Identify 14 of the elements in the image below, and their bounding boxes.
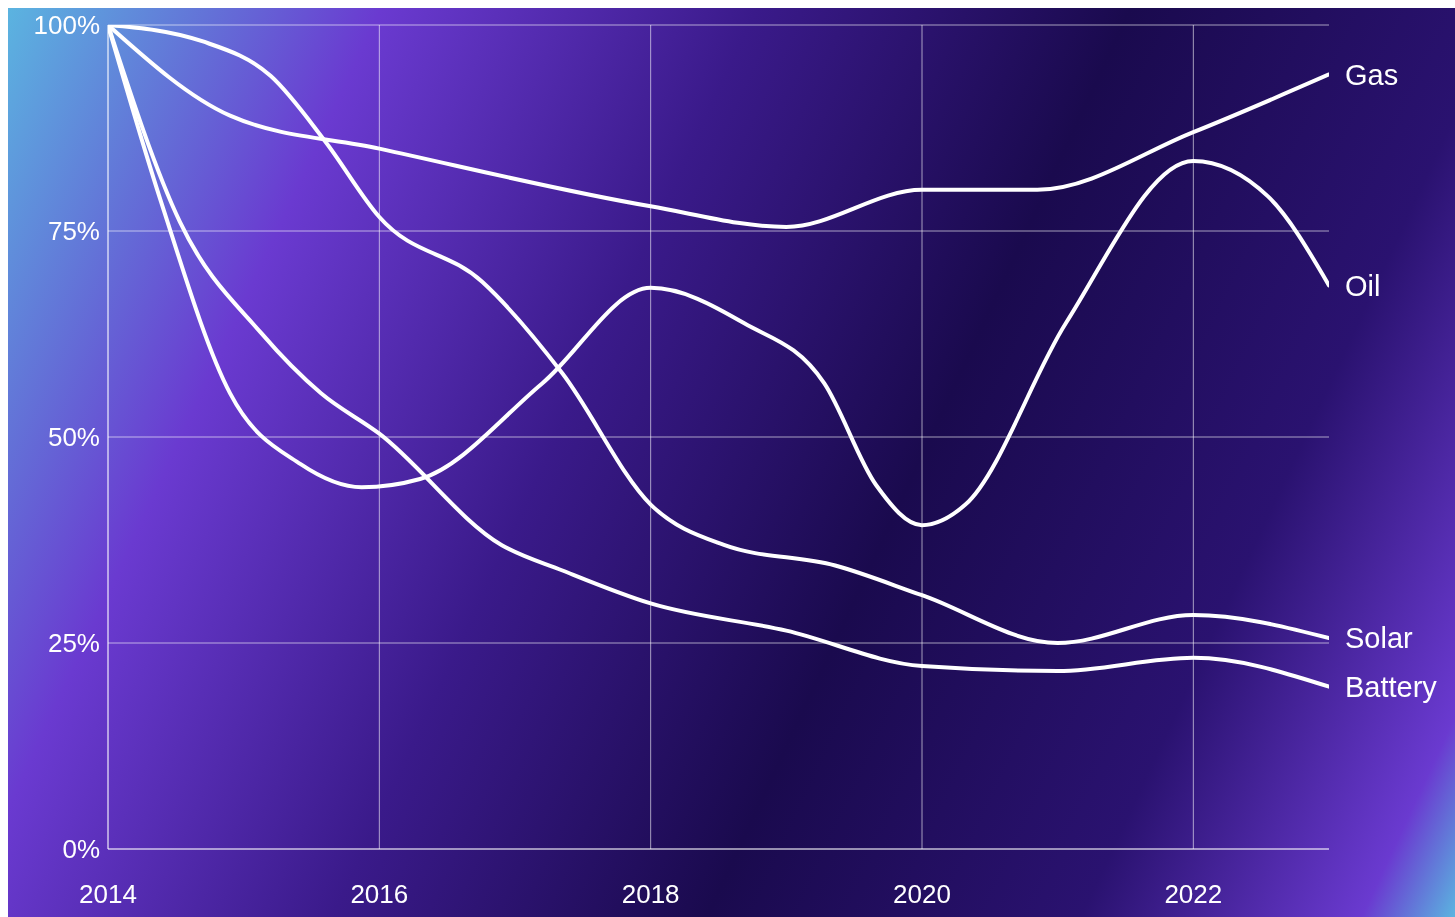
x-tick-label: 2014: [79, 879, 137, 910]
x-tick-label: 2022: [1164, 879, 1223, 910]
series-label: Oil: [1345, 269, 1381, 302]
x-tick-label: 2020: [893, 879, 951, 910]
y-tick-label: 50%: [47, 422, 100, 453]
y-tick-label: 100%: [33, 10, 100, 41]
series-label: Gas: [1345, 58, 1399, 91]
x-tick-label: 2016: [350, 879, 409, 910]
series-label: Battery: [1345, 670, 1438, 703]
y-tick-label: 0%: [62, 834, 100, 865]
y-tick-label: 75%: [47, 216, 100, 247]
y-tick-label: 25%: [47, 628, 100, 659]
x-tick-label: 2018: [621, 879, 680, 910]
series-label: Solar: [1345, 622, 1414, 655]
